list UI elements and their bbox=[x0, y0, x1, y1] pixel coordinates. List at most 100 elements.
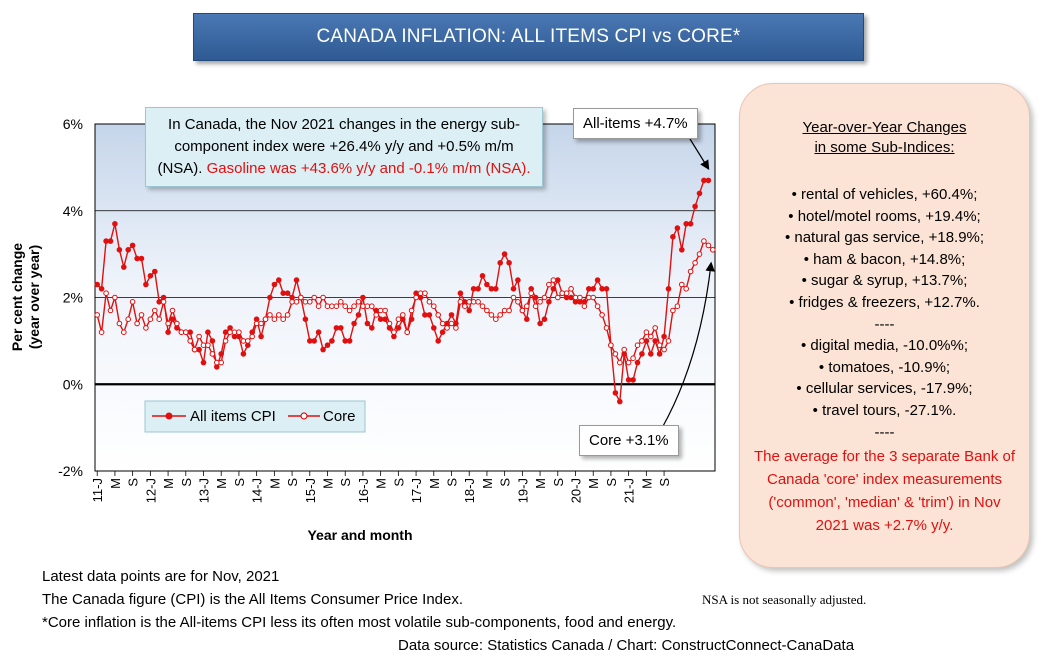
data-point-core bbox=[692, 260, 698, 266]
data-point-core bbox=[444, 325, 450, 331]
data-point-core bbox=[528, 290, 535, 297]
data-point-core bbox=[209, 351, 216, 357]
data-point-core bbox=[648, 333, 654, 340]
x-tick-label: S bbox=[179, 478, 194, 487]
data-point-all-items bbox=[315, 329, 322, 336]
data-point-all-items bbox=[696, 190, 703, 197]
x-tick-label: M bbox=[533, 478, 548, 489]
data-point-core bbox=[448, 320, 455, 327]
data-point-all-items bbox=[497, 260, 504, 266]
data-point-core bbox=[342, 303, 349, 310]
data-point-all-items bbox=[506, 260, 512, 266]
data-point-core bbox=[652, 325, 659, 331]
data-point-all-items bbox=[612, 390, 619, 396]
list-item: • natural gas service, +18.9%; bbox=[784, 229, 985, 247]
core-arrow bbox=[661, 261, 715, 429]
data-point-core bbox=[129, 299, 136, 305]
data-point-all-items bbox=[360, 294, 366, 301]
data-point-core bbox=[222, 338, 229, 344]
data-point-all-items bbox=[311, 338, 318, 344]
y-tick-label: 0% bbox=[63, 376, 83, 392]
data-point-all-items bbox=[147, 273, 154, 279]
data-point-core bbox=[710, 247, 716, 253]
data-point-core bbox=[563, 290, 570, 297]
x-tick-label: 18-J bbox=[462, 478, 477, 503]
data-point-all-items bbox=[94, 281, 100, 288]
data-point-all-items bbox=[590, 286, 597, 292]
data-point-all-items bbox=[617, 398, 623, 405]
data-point-all-items bbox=[395, 325, 402, 331]
x-tick-label: 11-J bbox=[90, 478, 105, 502]
data-point-all-items bbox=[346, 338, 353, 344]
data-point-all-items bbox=[329, 338, 335, 344]
data-point-core bbox=[400, 312, 406, 318]
data-point-core bbox=[391, 329, 397, 336]
data-point-core bbox=[488, 312, 495, 318]
list-item: • sugar & syrup, +13.7%; bbox=[801, 272, 968, 290]
data-point-core bbox=[643, 329, 650, 336]
list-item: • ham & bacon, +14.8%; bbox=[803, 250, 966, 268]
data-point-core bbox=[183, 329, 189, 336]
data-point-all-items bbox=[129, 242, 136, 249]
legend-marker-core bbox=[300, 412, 308, 420]
data-point-all-items bbox=[448, 312, 455, 318]
x-tick-label: S bbox=[338, 478, 353, 487]
x-tick-label: S bbox=[285, 478, 300, 487]
data-point-all-items bbox=[125, 247, 131, 253]
data-point-all-items bbox=[692, 203, 698, 210]
x-tick-label: M bbox=[267, 478, 282, 489]
x-tick-label: 19-J bbox=[515, 478, 530, 503]
data-point-core bbox=[333, 303, 340, 310]
data-point-core bbox=[355, 299, 362, 305]
data-point-core bbox=[612, 351, 619, 357]
data-point-core bbox=[541, 294, 548, 301]
data-point-core bbox=[152, 307, 158, 314]
data-point-all-items bbox=[466, 307, 473, 314]
data-point-core bbox=[568, 286, 574, 292]
x-tick-label: M bbox=[480, 478, 495, 489]
data-point-core bbox=[493, 316, 499, 323]
x-tick-label: M bbox=[214, 478, 229, 489]
data-point-core bbox=[431, 303, 437, 310]
data-point-all-items bbox=[652, 338, 659, 344]
data-point-core bbox=[665, 338, 672, 344]
data-point-all-items bbox=[426, 312, 433, 318]
data-point-core bbox=[546, 281, 552, 288]
data-point-core bbox=[138, 312, 145, 318]
data-point-core bbox=[670, 307, 676, 314]
data-point-core bbox=[103, 290, 109, 297]
data-point-core bbox=[271, 316, 278, 323]
data-point-core bbox=[262, 316, 269, 323]
data-point-core bbox=[94, 312, 100, 318]
data-point-all-items bbox=[351, 320, 357, 327]
data-point-core bbox=[187, 338, 193, 344]
data-point-all-items bbox=[116, 247, 123, 253]
data-point-core bbox=[267, 312, 273, 318]
data-point-all-items bbox=[603, 286, 610, 292]
data-point-core bbox=[98, 329, 105, 336]
data-point-core bbox=[426, 299, 433, 305]
data-point-core bbox=[683, 286, 690, 292]
data-point-all-items bbox=[422, 312, 428, 318]
sub-indices-panel: Year-over-Year Changes in some Sub-Indic… bbox=[739, 83, 1030, 568]
legend-label-core: Core bbox=[323, 408, 356, 425]
all-items-callout: All-items +4.7% bbox=[573, 108, 698, 139]
data-point-all-items bbox=[364, 320, 371, 327]
data-point-core bbox=[599, 312, 605, 318]
data-point-all-items bbox=[470, 286, 477, 292]
data-point-all-items bbox=[98, 286, 105, 292]
data-point-all-items bbox=[240, 351, 247, 357]
list-item: • fridges & freezers, +12.7%. bbox=[789, 293, 980, 311]
data-point-core bbox=[147, 316, 154, 323]
x-tick-label: 21-J bbox=[622, 478, 637, 503]
data-point-core bbox=[639, 338, 645, 344]
data-point-all-items bbox=[377, 316, 384, 323]
data-point-core bbox=[134, 320, 140, 327]
data-point-core bbox=[386, 320, 393, 327]
data-point-core bbox=[245, 338, 251, 344]
list-item: • cellular services, -17.9%; bbox=[796, 380, 973, 398]
data-point-core bbox=[311, 294, 318, 301]
data-point-core bbox=[475, 299, 481, 305]
data-point-core bbox=[462, 303, 468, 310]
data-point-core bbox=[258, 320, 264, 327]
